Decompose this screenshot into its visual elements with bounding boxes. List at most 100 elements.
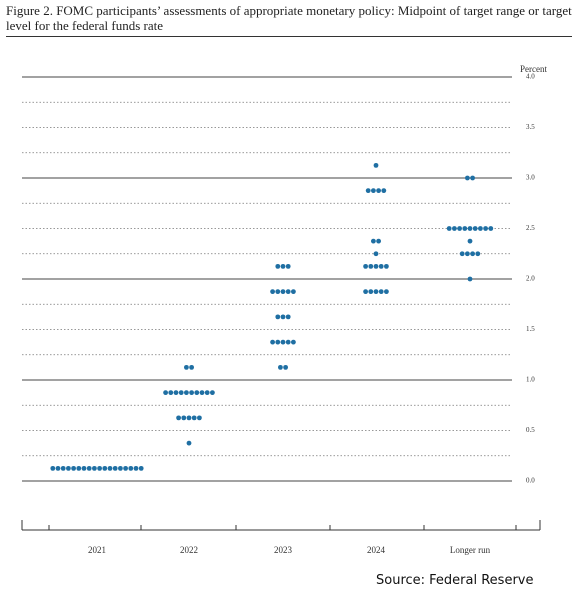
dot <box>199 390 205 396</box>
x-tick-label: Longer run <box>450 545 491 555</box>
dot <box>66 465 71 471</box>
y-tick-label: 2.0 <box>526 275 535 283</box>
dot <box>285 289 291 295</box>
dot <box>168 390 174 396</box>
dot <box>270 289 275 295</box>
x-tick-label: 2022 <box>180 545 198 555</box>
dot <box>76 465 82 471</box>
dot <box>191 415 197 421</box>
dot <box>86 465 92 471</box>
dot <box>373 263 379 269</box>
dot <box>107 465 113 471</box>
dot <box>189 364 195 370</box>
dot <box>280 289 286 295</box>
dot <box>176 415 182 421</box>
dot <box>373 289 379 295</box>
dot <box>278 364 283 370</box>
y-tick-label: 2.5 <box>526 224 535 232</box>
dot <box>285 314 291 320</box>
dot <box>178 390 184 396</box>
x-tick-label: 2023 <box>274 545 293 555</box>
dot <box>465 175 470 181</box>
dot <box>184 364 189 370</box>
y-tick-label: 4.0 <box>526 73 535 81</box>
dot <box>475 251 481 257</box>
title-rule <box>6 36 572 37</box>
dot <box>50 465 56 471</box>
y-tick-label: 3.0 <box>526 174 535 182</box>
dot <box>465 251 470 257</box>
dot <box>275 289 281 295</box>
y-tick-label: 1.0 <box>526 376 535 384</box>
dot <box>378 263 384 269</box>
dot <box>280 263 286 269</box>
source: Source: Federal Reserve <box>376 573 534 588</box>
dot <box>376 238 381 244</box>
dot <box>71 465 76 471</box>
dot <box>368 289 374 295</box>
dot <box>467 276 473 282</box>
dot <box>459 251 465 257</box>
dot <box>81 465 87 471</box>
dot <box>378 289 384 295</box>
dot <box>384 289 389 295</box>
y-tick-label: 3.5 <box>526 123 535 131</box>
y-tick-label: 0.5 <box>526 426 535 434</box>
dot <box>283 364 288 370</box>
dot <box>194 390 200 396</box>
chart-title: Figure 2. FOMC participants’ assessments… <box>6 3 572 33</box>
dot <box>381 188 387 194</box>
dot <box>384 263 389 269</box>
dot <box>133 465 139 471</box>
dot <box>138 465 144 471</box>
y-tick-label: 1.5 <box>526 325 535 333</box>
dot <box>60 465 66 471</box>
x-tick-label: 2024 <box>367 545 386 555</box>
dot <box>275 263 281 269</box>
dot <box>184 390 189 396</box>
dot <box>123 465 128 471</box>
dot <box>197 415 202 421</box>
dot <box>467 226 473 231</box>
dot <box>275 339 281 345</box>
dot <box>102 465 108 471</box>
dot <box>373 162 379 168</box>
dot <box>472 226 478 231</box>
dot <box>483 226 488 231</box>
dot <box>186 440 192 446</box>
dot <box>118 465 123 471</box>
dot <box>128 465 134 471</box>
dot <box>204 390 210 396</box>
dot <box>470 175 475 181</box>
dot <box>270 339 275 345</box>
dot <box>280 314 286 320</box>
dot <box>291 289 296 295</box>
dot <box>457 226 462 231</box>
y-tick-label: 0.0 <box>526 477 535 485</box>
dot <box>173 390 179 396</box>
dot <box>55 465 61 471</box>
x-tick-label: 2021 <box>88 545 106 555</box>
dot <box>97 465 102 471</box>
dot <box>371 188 376 194</box>
dot <box>210 390 215 396</box>
dot <box>280 339 286 345</box>
dot <box>368 263 374 269</box>
dot <box>181 415 187 421</box>
dot <box>112 465 118 471</box>
dot <box>446 226 452 231</box>
dot <box>478 226 483 231</box>
dot <box>186 415 192 421</box>
dot <box>470 251 475 257</box>
dot <box>285 263 291 269</box>
dot <box>365 188 371 194</box>
dot <box>163 390 169 396</box>
dot <box>285 339 291 345</box>
dot <box>452 226 457 231</box>
dot <box>462 226 468 231</box>
dot <box>376 188 381 194</box>
dot <box>363 263 368 269</box>
dot <box>467 238 473 244</box>
